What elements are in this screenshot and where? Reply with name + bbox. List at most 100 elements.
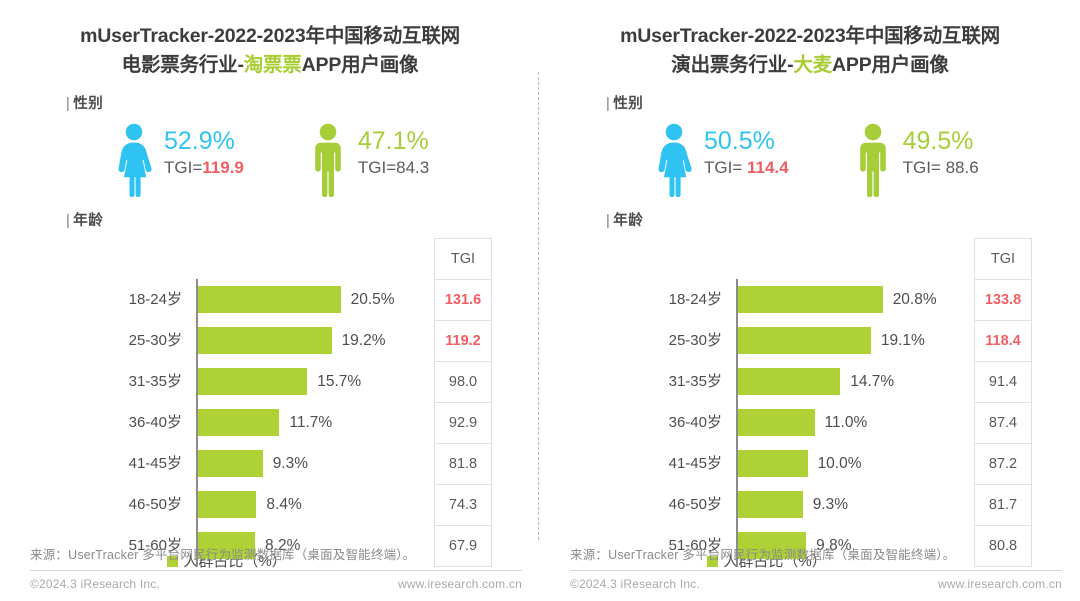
copyright-row: ©2024.3 iResearch Inc. www.iresearch.com…: [570, 571, 1062, 591]
tgi-cell: 98.0: [435, 362, 491, 403]
title-suffix: APP用户画像: [301, 54, 419, 76]
bar: [738, 450, 808, 477]
page-title: mUserTracker-2022-2023年中国移动互联网 演出票务行业-大麦…: [570, 0, 1050, 80]
tgi-cell: 67.9: [435, 526, 491, 567]
chart-axis: [196, 279, 198, 566]
tgi-table-header: TGI: [435, 239, 491, 280]
footer-rule: [570, 570, 1062, 571]
chart-axis: [736, 279, 738, 566]
bar-value-label: 11.0%: [824, 414, 868, 431]
section-label-age-text: 年龄: [73, 213, 104, 229]
bar-row: 18-24岁 20.8%: [570, 279, 960, 320]
section-label-gender: | 性别: [66, 92, 510, 113]
bar-value-label: 14.7%: [850, 373, 895, 390]
gender-item-female: 52.9% TGI=119.9: [114, 123, 244, 197]
tgi-cell: 74.3: [435, 485, 491, 526]
website-link[interactable]: www.iresearch.com.cn: [937, 577, 1062, 591]
tgi-table: TGI 131.6 119.2 98.0 92.9 81.8 74.3 67.9: [434, 238, 492, 567]
title-line-2: 电影票务行业-淘票票APP用户画像: [30, 51, 510, 80]
bar-category-label: 51-60岁: [668, 537, 722, 554]
bar: [198, 409, 280, 436]
bar-row: 36-40岁 11.0%: [570, 402, 960, 443]
title-suffix: APP用户画像: [832, 54, 949, 76]
source-note: 来源：UserTracker 多平台网民行为监测数据库（桌面及智能终端）。: [570, 548, 956, 562]
section-bar-mark: |: [66, 213, 71, 229]
tgi-table-header: TGI: [975, 239, 1031, 280]
tgi-cell: 131.6: [435, 280, 491, 321]
bar-category-label: 18-24岁: [128, 291, 182, 308]
male-tgi: TGI=84.3: [358, 157, 429, 179]
bar-category-label: 18-24岁: [668, 291, 722, 308]
bar: [198, 450, 263, 477]
male-percent: 47.1%: [357, 127, 429, 155]
female-percent: 50.5%: [704, 127, 775, 155]
title-line-2: 演出票务行业-大麦APP用户画像: [570, 51, 1050, 80]
source-note: 来源：UserTracker 多平台网民行为监测数据库（桌面及智能终端）。: [30, 548, 416, 562]
tgi-cell: 81.7: [975, 485, 1031, 526]
female-tgi-value: 119.9: [202, 158, 244, 177]
bar-category-label: 31-35岁: [668, 373, 722, 390]
male-tgi: TGI= 88.6: [903, 157, 979, 179]
age-chart-area: 18-24岁 20.8% 25-30岁 19.1% 31-35岁 14.7% 36-40岁 1…: [570, 238, 1050, 567]
tgi-cell: 118.4: [975, 321, 1031, 362]
bar-row: 51-60岁 8.2%: [30, 525, 420, 566]
bar-value-label: 8.4%: [266, 496, 302, 513]
tgi-cell: 87.2: [975, 444, 1031, 485]
bar: [198, 286, 341, 313]
tgi-cells-container: 133.8 118.4 91.4 87.4 87.2 81.7 80.8: [975, 280, 1031, 567]
gender-item-female: 50.5% TGI= 114.4: [654, 123, 789, 197]
legend-swatch-icon: [167, 556, 179, 567]
female-tgi-label: TGI=: [164, 158, 203, 177]
website-link[interactable]: www.iresearch.com.cn: [397, 577, 522, 591]
gender-item-male: 49.5% TGI= 88.6: [853, 123, 979, 197]
gender-item-male: 47.1% TGI=84.3: [308, 123, 429, 197]
female-percent: 52.9%: [164, 127, 235, 155]
bar: [198, 491, 257, 518]
bar: [198, 368, 308, 395]
female-icon: [658, 123, 692, 197]
bar-category-label: 31-35岁: [128, 373, 182, 390]
bar-row: 46-50岁 9.3%: [570, 484, 960, 525]
footer: 来源：UserTracker 多平台网民行为监测数据库（桌面及智能终端）。 ©2…: [570, 544, 1062, 591]
bar-row: 31-35岁 14.7%: [570, 361, 960, 402]
bar: [198, 327, 332, 354]
bar: [738, 286, 883, 313]
bar: [738, 409, 815, 436]
male-icon: [315, 123, 341, 197]
bar-value-label: 9.3%: [272, 455, 309, 472]
bar-row: 36-40岁 11.7%: [30, 402, 420, 443]
bar-category-label: 46-50岁: [128, 496, 182, 513]
copyright-text: ©2024.3 iResearch Inc.: [570, 577, 700, 591]
bar: [738, 327, 871, 354]
female-tgi: TGI= 114.4: [704, 157, 789, 179]
bar-category-label: 25-30岁: [668, 332, 722, 349]
female-stats: 52.9% TGI=119.9: [164, 123, 244, 179]
bar-category-label: 36-40岁: [668, 414, 722, 431]
bar-row: 41-45岁 9.3%: [30, 443, 420, 484]
male-stats: 47.1% TGI=84.3: [358, 123, 429, 179]
bar-value-label: 15.7%: [317, 373, 362, 390]
section-bar-mark: |: [606, 96, 611, 112]
panel-taopiaopiao: mUserTracker-2022-2023年中国移动互联网 电影票务行业-淘票…: [30, 0, 522, 591]
bar-row: 18-24岁 20.5%: [30, 279, 420, 320]
male-tgi-value: 88.6: [945, 158, 979, 177]
page-title: mUserTracker-2022-2023年中国移动互联网 电影票务行业-淘票…: [30, 0, 510, 80]
bar-value-label: 9.3%: [812, 496, 849, 513]
bar-value-label: 20.5%: [350, 291, 395, 308]
section-label-age: | 年龄: [606, 209, 1050, 230]
gender-row: 50.5% TGI= 114.4 49.5% TGI= 88.6: [654, 123, 1050, 197]
copyright-row: ©2024.3 iResearch Inc. www.iresearch.com…: [30, 571, 522, 591]
title-prefix: 电影票务行业-: [121, 54, 244, 76]
male-percent: 49.5%: [902, 127, 974, 155]
bar-row: 51-60岁 9.8%: [570, 525, 960, 566]
footer-rule: [30, 570, 522, 571]
female-tgi: TGI=119.9: [164, 157, 244, 179]
male-stats: 49.5% TGI= 88.6: [903, 123, 979, 179]
panel-damai: mUserTracker-2022-2023年中国移动互联网 演出票务行业-大麦…: [540, 0, 1080, 601]
female-icon: [118, 123, 152, 197]
bar-value-label: 9.8%: [816, 537, 852, 554]
age-chart-area: 18-24岁 20.5% 25-30岁 19.2% 31-35岁 15.7% 36-40岁 1…: [30, 238, 510, 567]
tgi-cell: 133.8: [975, 280, 1031, 321]
title-line-1: mUserTracker-2022-2023年中国移动互联网: [80, 25, 460, 47]
